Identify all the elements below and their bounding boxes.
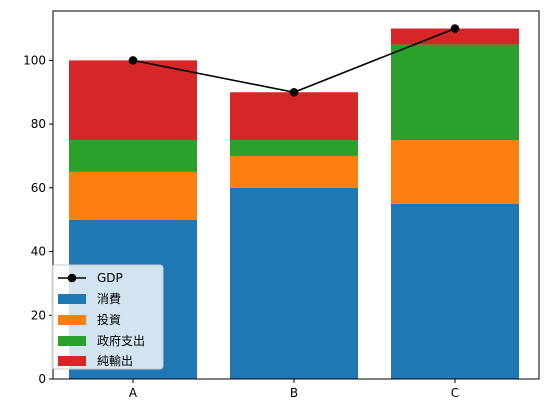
legend-label: 投資 — [97, 312, 121, 327]
bar-B-series-1 — [230, 155, 358, 188]
x-tick-label: A — [129, 386, 138, 400]
bar-C-series-0 — [391, 203, 519, 379]
legend-line-marker — [67, 273, 77, 283]
bar-B-series-2 — [230, 140, 358, 156]
legend-label: 純輸出 — [97, 353, 133, 368]
bar-B-series-0 — [230, 187, 358, 379]
legend-swatch — [58, 315, 86, 325]
y-tick-label: 60 — [31, 181, 46, 195]
bar-A-series-2 — [69, 140, 197, 172]
axes-layer: 0 20 40 60 80 100 A B C — [23, 53, 459, 400]
bar-C-series-1 — [391, 140, 519, 204]
bar-A-series-3 — [69, 60, 197, 141]
bars-layer — [69, 28, 519, 379]
legend-swatch — [58, 336, 86, 346]
bar-C-series-2 — [391, 44, 519, 141]
y-tick-label: 100 — [23, 53, 46, 67]
plot-area-frame — [52, 10, 540, 380]
y-tick-label: 0 — [38, 372, 46, 386]
x-tick-label: C — [451, 386, 459, 400]
legend-swatch — [58, 356, 86, 366]
legend-label: 消費 — [97, 291, 121, 306]
gdp-marker-A — [128, 56, 138, 65]
y-tick-label: 20 — [31, 308, 46, 322]
gdp-line-layer — [128, 24, 460, 97]
y-tick-label: 80 — [31, 117, 46, 131]
bar-A-series-1 — [69, 171, 197, 220]
bar-B-series-3 — [230, 92, 358, 141]
gdp-marker-B — [289, 87, 299, 97]
legend-label: 政府支出 — [97, 333, 145, 348]
x-tick-label: B — [290, 386, 298, 400]
legend-swatch — [58, 294, 86, 304]
y-tick-label: 40 — [31, 245, 46, 259]
legend-label: GDP — [97, 271, 123, 285]
gdp-marker-C — [450, 24, 460, 33]
